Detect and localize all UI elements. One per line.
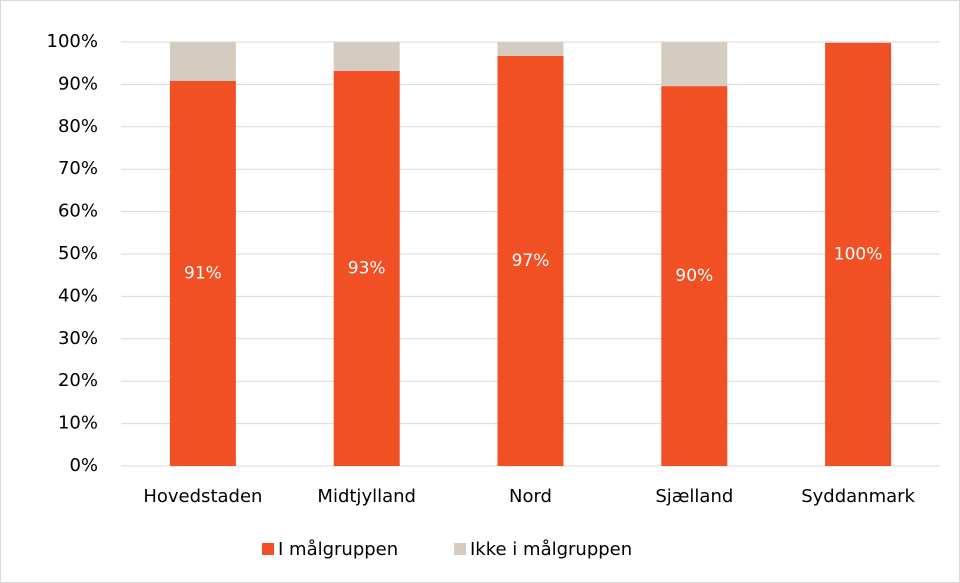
value-label: 90%: [675, 266, 713, 286]
y-tick-label: 20%: [58, 370, 98, 391]
x-tick-label: Midtjylland: [317, 486, 416, 507]
bar-segment: [169, 42, 236, 82]
x-tick-label: Hovedstaden: [143, 486, 262, 507]
bar-segment: [333, 70, 400, 466]
bar-segment: [497, 42, 564, 56]
x-tick-label: Nord: [509, 486, 552, 507]
y-tick-label: 60%: [58, 201, 98, 222]
legend-swatch: [454, 543, 466, 555]
bar-segment: [497, 55, 564, 466]
bar-segment: [825, 42, 892, 43]
bar-segment: [825, 42, 892, 467]
x-tick-label: Sjælland: [655, 486, 733, 507]
y-tick-label: 0%: [69, 455, 98, 476]
y-tick-label: 50%: [58, 243, 98, 264]
y-tick-label: 90%: [58, 73, 98, 94]
value-label: 91%: [184, 264, 222, 284]
bar-segment: [169, 81, 236, 467]
y-tick-label: 70%: [58, 158, 98, 179]
legend-label: Ikke i målgruppen: [470, 539, 632, 560]
bar-segment: [661, 86, 728, 466]
legend-label: I målgruppen: [278, 539, 398, 560]
y-tick-label: 100%: [47, 31, 98, 52]
y-tick-label: 40%: [58, 285, 98, 306]
value-label: 93%: [348, 258, 386, 278]
x-tick-label: Syddanmark: [801, 486, 915, 507]
y-tick-label: 10%: [58, 413, 98, 434]
value-label: 97%: [512, 251, 550, 271]
legend-swatch: [262, 543, 274, 555]
y-tick-label: 80%: [58, 116, 98, 137]
value-label: 100%: [834, 244, 883, 264]
bar-segment: [333, 42, 400, 71]
bar-segment: [661, 42, 728, 87]
y-tick-label: 30%: [58, 328, 98, 349]
